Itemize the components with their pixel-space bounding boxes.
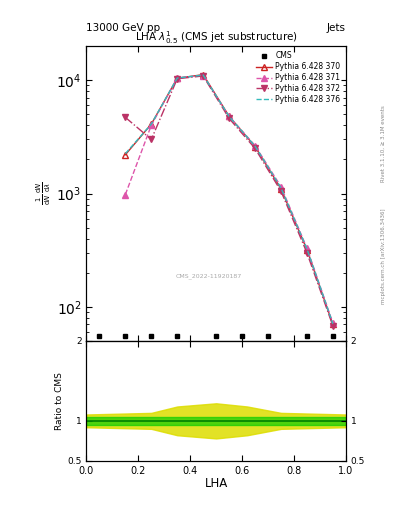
- X-axis label: LHA: LHA: [204, 477, 228, 490]
- Pythia 6.428 376: [123, 151, 128, 157]
- Pythia 6.428 371: [201, 72, 206, 78]
- Pythia 6.428 372: [331, 323, 335, 329]
- Pythia 6.428 371: [123, 191, 128, 198]
- Pythia 6.428 372: [175, 76, 180, 82]
- Text: CMS_2022-11920187: CMS_2022-11920187: [175, 273, 241, 279]
- Y-axis label: $\frac{1}{\mathrm{d}N}\,\frac{\mathrm{d}N}{\mathrm{d}\lambda}$: $\frac{1}{\mathrm{d}N}\,\frac{\mathrm{d}…: [35, 182, 53, 205]
- CMS: [175, 333, 180, 339]
- CMS: [123, 333, 128, 339]
- Pythia 6.428 371: [279, 184, 283, 190]
- Pythia 6.428 376: [305, 246, 309, 252]
- Pythia 6.428 370: [149, 121, 154, 127]
- Text: Jets: Jets: [327, 23, 346, 33]
- Pythia 6.428 376: [201, 72, 206, 78]
- Pythia 6.428 371: [253, 142, 257, 148]
- Pythia 6.428 371: [149, 122, 154, 129]
- Pythia 6.428 371: [331, 320, 335, 326]
- Pythia 6.428 370: [227, 113, 231, 119]
- Pythia 6.428 376: [253, 143, 257, 149]
- Pythia 6.428 370: [201, 72, 206, 78]
- Legend: CMS, Pythia 6.428 370, Pythia 6.428 371, Pythia 6.428 372, Pythia 6.428 376: CMS, Pythia 6.428 370, Pythia 6.428 371,…: [254, 50, 342, 105]
- Pythia 6.428 372: [149, 136, 154, 142]
- Pythia 6.428 372: [123, 114, 128, 120]
- CMS: [240, 333, 244, 339]
- Text: Rivet 3.1.10, ≥ 3.1M events: Rivet 3.1.10, ≥ 3.1M events: [381, 105, 386, 182]
- Pythia 6.428 372: [227, 115, 231, 121]
- Pythia 6.428 376: [331, 321, 335, 327]
- Pythia 6.428 371: [305, 245, 309, 251]
- Pythia 6.428 372: [305, 250, 309, 256]
- Pythia 6.428 372: [201, 73, 206, 79]
- Pythia 6.428 376: [227, 114, 231, 120]
- Pythia 6.428 376: [175, 75, 180, 81]
- CMS: [149, 333, 154, 339]
- Text: mcplots.cern.ch [arXiv:1306.3436]: mcplots.cern.ch [arXiv:1306.3436]: [381, 208, 386, 304]
- Line: CMS: CMS: [97, 334, 335, 339]
- Title: LHA $\lambda^{1}_{0.5}$ (CMS jet substructure): LHA $\lambda^{1}_{0.5}$ (CMS jet substru…: [135, 29, 298, 46]
- Pythia 6.428 370: [123, 152, 128, 158]
- CMS: [214, 333, 219, 339]
- Line: Pythia 6.428 370: Pythia 6.428 370: [123, 72, 336, 327]
- Line: Pythia 6.428 376: Pythia 6.428 376: [125, 75, 333, 324]
- Pythia 6.428 370: [175, 75, 180, 81]
- Line: Pythia 6.428 372: Pythia 6.428 372: [123, 73, 336, 329]
- Pythia 6.428 370: [279, 186, 283, 192]
- Text: 13000 GeV pp: 13000 GeV pp: [86, 23, 161, 33]
- Y-axis label: Ratio to CMS: Ratio to CMS: [55, 372, 64, 430]
- Pythia 6.428 372: [253, 145, 257, 152]
- Pythia 6.428 372: [279, 188, 283, 194]
- CMS: [331, 333, 335, 339]
- Pythia 6.428 371: [227, 113, 231, 119]
- CMS: [97, 333, 102, 339]
- CMS: [266, 333, 270, 339]
- Pythia 6.428 370: [331, 322, 335, 328]
- CMS: [305, 333, 309, 339]
- Pythia 6.428 376: [279, 185, 283, 191]
- Pythia 6.428 370: [305, 247, 309, 253]
- Pythia 6.428 370: [253, 143, 257, 150]
- Pythia 6.428 371: [175, 75, 180, 81]
- Line: Pythia 6.428 371: Pythia 6.428 371: [123, 73, 336, 326]
- Pythia 6.428 376: [149, 121, 154, 127]
